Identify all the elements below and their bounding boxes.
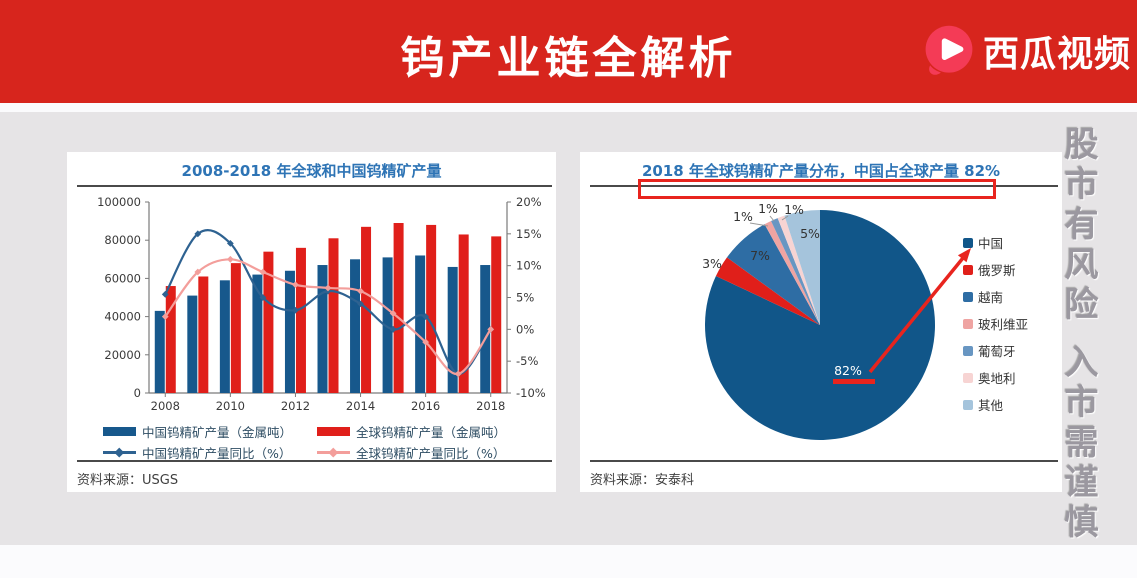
header-banner: 钨产业链全解析 西瓜视频 bbox=[0, 0, 1137, 103]
bolivia-swatch bbox=[963, 318, 973, 329]
svg-text:20000: 20000 bbox=[104, 348, 141, 362]
svg-text:-10%: -10% bbox=[516, 386, 546, 400]
austria-swatch bbox=[963, 372, 973, 383]
legend-label: 中国 bbox=[978, 236, 1004, 251]
left-chart-title: 2008-2018 年全球和中国钨精矿产量 bbox=[181, 162, 442, 180]
brand-name: 西瓜视频 bbox=[982, 34, 1131, 75]
china-bar-swatch bbox=[103, 426, 136, 436]
page-title: 钨产业链全解析 bbox=[400, 33, 737, 84]
legend-item-austria: 奥地利 bbox=[963, 369, 1028, 386]
brand-logo[interactable]: 西瓜视频 bbox=[922, 24, 1131, 78]
svg-text:20%: 20% bbox=[516, 195, 542, 209]
left-source-note: 资料来源：USGS bbox=[77, 460, 552, 488]
svg-text:10%: 10% bbox=[516, 259, 542, 273]
legend-label: 奥地利 bbox=[978, 371, 1016, 386]
svg-text:2008: 2008 bbox=[151, 399, 180, 413]
svg-text:1%: 1% bbox=[758, 201, 778, 216]
svg-text:1%: 1% bbox=[784, 202, 804, 217]
risk-warning-watermark: 股市有风险 入市需谨慎 bbox=[1058, 126, 1098, 544]
left-chart-panel: 2008-2018 年全球和中国钨精矿产量 0 20000 40000 60000 80… bbox=[67, 152, 556, 492]
title-highlight-box bbox=[638, 179, 996, 199]
legend-label: 中国钨精矿产量同比（%） bbox=[142, 445, 292, 461]
others-swatch bbox=[963, 399, 973, 410]
legend-item-others: 其他 bbox=[963, 396, 1028, 413]
china-swatch bbox=[963, 237, 973, 248]
svg-text:82%: 82% bbox=[834, 363, 862, 378]
legend-item-global-line: 全球钨精矿产量同比（%） bbox=[317, 443, 531, 461]
russia-swatch bbox=[963, 264, 973, 275]
svg-text:1%: 1% bbox=[733, 209, 753, 224]
legend-item-russia: 俄罗斯 bbox=[963, 261, 1028, 278]
legend-item-china-line: 中国钨精矿产量同比（%） bbox=[103, 443, 317, 461]
legend-label: 玻利维亚 bbox=[978, 317, 1029, 332]
svg-text:40000: 40000 bbox=[104, 310, 141, 324]
svg-text:0: 0 bbox=[134, 386, 141, 400]
svg-text:5%: 5% bbox=[516, 291, 534, 305]
svg-text:2016: 2016 bbox=[411, 399, 440, 413]
legend-item-vietnam: 越南 bbox=[963, 288, 1028, 305]
global-bar-swatch bbox=[317, 426, 350, 436]
global-line-swatch bbox=[317, 447, 350, 457]
legend-label: 俄罗斯 bbox=[978, 263, 1016, 278]
svg-text:60000: 60000 bbox=[104, 271, 141, 285]
combo-chart: 0 20000 40000 60000 80000 100000 20% 15% 10% 5% 0%… bbox=[97, 195, 546, 413]
legend-label: 葡萄牙 bbox=[978, 344, 1016, 359]
svg-text:2010: 2010 bbox=[216, 399, 245, 413]
legend-item-global-bars: 全球钨精矿产量（金属吨） bbox=[317, 422, 531, 440]
vietnam-swatch bbox=[963, 291, 973, 302]
pie-chart: 82% 3% 7% 1% 1% 1% 5% bbox=[702, 201, 971, 440]
right-chart-title: 2018 年全球钨精矿产量分布，中国占全球产量 82% bbox=[641, 162, 1001, 180]
svg-text:7%: 7% bbox=[750, 248, 770, 263]
svg-text:2014: 2014 bbox=[346, 399, 375, 413]
svg-text:5%: 5% bbox=[800, 226, 820, 241]
legend-item-portugal: 葡萄牙 bbox=[963, 342, 1028, 359]
legend-label: 越南 bbox=[978, 290, 1004, 305]
svg-text:0%: 0% bbox=[516, 322, 534, 336]
legend-item-china: 中国 bbox=[963, 234, 1028, 251]
svg-text:2012: 2012 bbox=[281, 399, 310, 413]
svg-text:3%: 3% bbox=[702, 256, 722, 271]
svg-text:80000: 80000 bbox=[104, 233, 141, 247]
left-title-rule bbox=[77, 185, 552, 187]
legend-label: 全球钨精矿产量同比（%） bbox=[356, 445, 506, 461]
svg-text:2018: 2018 bbox=[476, 399, 505, 413]
svg-text:100000: 100000 bbox=[97, 195, 141, 209]
right-title-rule bbox=[590, 185, 1058, 187]
legend-label: 其他 bbox=[978, 398, 1004, 413]
portugal-swatch bbox=[963, 345, 973, 356]
play-icon bbox=[925, 25, 973, 75]
legend-label: 中国钨精矿产量（金属吨） bbox=[142, 424, 293, 440]
combo-chart-legend: 中国钨精矿产量（金属吨） 全球钨精矿产量（金属吨） 中国钨精矿产量同比（%） 全… bbox=[103, 422, 531, 461]
legend-item-china-bars: 中国钨精矿产量（金属吨） bbox=[103, 422, 317, 440]
svg-text:-5%: -5% bbox=[516, 354, 538, 368]
right-source-note: 资料来源：安泰科 bbox=[590, 460, 1058, 488]
legend-item-bolivia: 玻利维亚 bbox=[963, 315, 1028, 332]
svg-text:15%: 15% bbox=[516, 227, 542, 241]
china-line-swatch bbox=[103, 447, 136, 457]
pie-chart-legend: 中国 俄罗斯 越南 玻利维亚 葡萄牙 奥地利 bbox=[963, 234, 1028, 423]
legend-label: 全球钨精矿产量（金属吨） bbox=[356, 424, 507, 440]
right-chart-panel: 2018 年全球钨精矿产量分布，中国占全球产量 82% 82% 3% 7% 1% 1% 1… bbox=[580, 152, 1062, 492]
